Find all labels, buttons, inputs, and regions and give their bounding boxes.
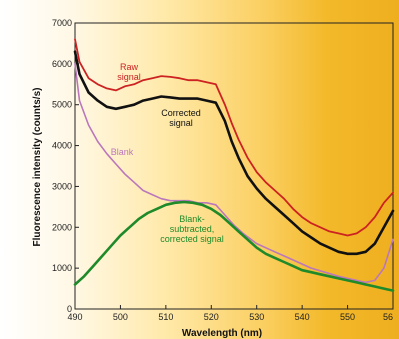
x-tick-label: 530 — [249, 312, 264, 322]
x-tick-label: 490 — [67, 312, 82, 322]
annotation-subtracted: subtracted, — [170, 224, 215, 234]
annotations: RawsignalCorrectedsignalBlankBlank-subtr… — [111, 62, 224, 244]
annotation-corrected: signal — [169, 118, 193, 128]
y-tick-label: 5000 — [52, 100, 72, 110]
y-tick-label: 3000 — [52, 181, 72, 191]
annotation-corrected: Corrected — [161, 108, 201, 118]
series-line-subtracted — [73, 200, 395, 292]
y-tick-label: 1000 — [52, 263, 72, 273]
x-axis-label: Wavelength (nm) — [182, 328, 262, 339]
y-tick-label: 7000 — [52, 18, 72, 28]
x-tick-label: 56 — [383, 312, 393, 322]
plot-frame — [74, 22, 394, 310]
y-tick-label: 4000 — [52, 141, 72, 151]
annotation-subtracted: corrected signal — [160, 234, 224, 244]
annotation-raw: Raw — [120, 62, 139, 72]
y-tick-label: 0 — [67, 304, 72, 314]
y-axis-label: Fluorescence intensity (counts/s) — [32, 88, 43, 247]
x-tick-label: 540 — [295, 312, 310, 322]
axes: 0 1000 2000 3000 4000 5000 6000 7000 490 500 510 52… — [52, 18, 394, 322]
annotation-blank: Blank — [111, 147, 134, 157]
x-tick-label: 500 — [113, 312, 128, 322]
annotation-subtracted: Blank- — [179, 214, 205, 224]
x-tick-label: 520 — [204, 312, 219, 322]
series-line-corrected — [73, 50, 395, 256]
series-line-blank — [74, 63, 394, 284]
x-tick-label: 550 — [340, 312, 355, 322]
x-tick-label: 510 — [158, 312, 173, 322]
y-tick-label: 2000 — [52, 222, 72, 232]
annotation-raw: signal — [117, 72, 141, 82]
y-tick-label: 6000 — [52, 59, 72, 69]
series-line-raw — [74, 38, 394, 237]
series-layer — [73, 38, 395, 292]
